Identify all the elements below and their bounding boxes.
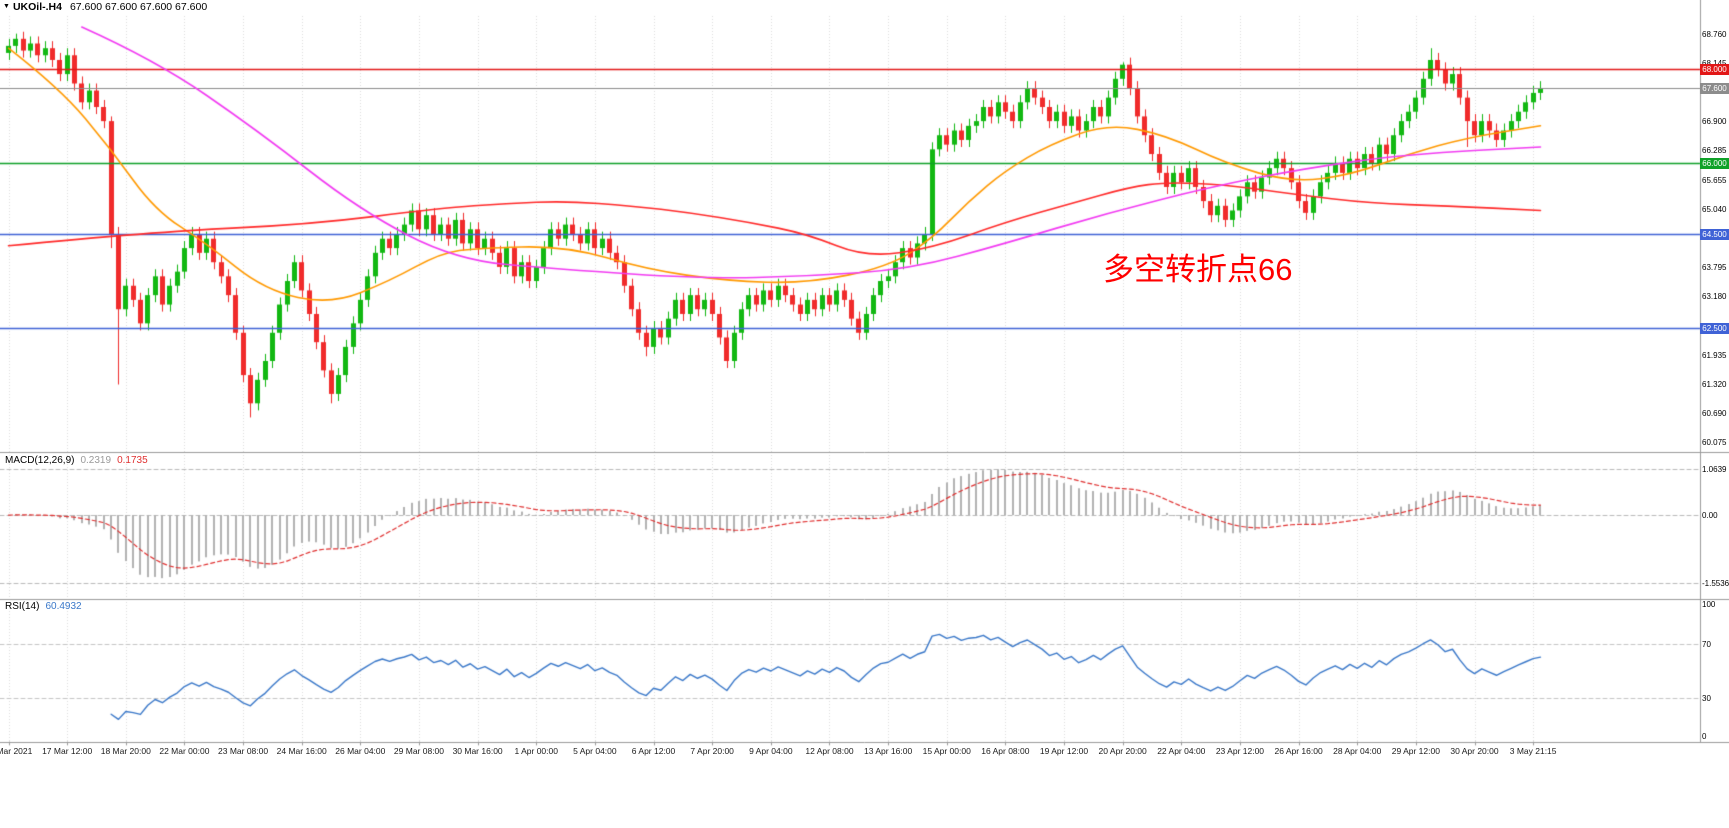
rsi-indicator-label: RSI(14) 60.4932	[5, 601, 82, 612]
macd-name: MACD(12,26,9)	[5, 455, 75, 466]
macd-scale-label: -1.5536	[1702, 579, 1729, 589]
time-tick-label: 26 Apr 16:00	[1274, 746, 1323, 756]
time-tick-label: 9 Apr 04:00	[749, 746, 793, 756]
time-tick-label: 23 Apr 12:00	[1215, 746, 1265, 756]
time-tick-label: 15 Apr 00:00	[922, 746, 971, 756]
rsi-scale-label: 100	[1702, 600, 1716, 609]
price-tick-label: 65.040	[1702, 204, 1727, 214]
price-level-badge: 62.500	[1700, 322, 1729, 334]
rsi-scale-label: 0	[1702, 732, 1707, 741]
time-tick-label: 20 Apr 20:00	[1098, 746, 1147, 756]
price-tick-label: 65.655	[1702, 175, 1727, 185]
rsi-scale-label: 70	[1702, 640, 1711, 650]
time-tick-label: 18 Mar 20:00	[100, 746, 151, 756]
macd-scale-label: 0.00	[1702, 511, 1718, 521]
time-tick-label: 22 Mar 00:00	[159, 746, 210, 756]
rsi-scale-label: 30	[1702, 693, 1711, 703]
price-tick-label: 66.285	[1702, 146, 1727, 156]
macd-signal-value: 0.1735	[117, 455, 148, 466]
time-tick-label: 24 Mar 16:00	[276, 746, 327, 756]
time-tick-label: 3 May 21:15	[1509, 746, 1557, 756]
rsi-value: 60.4932	[45, 601, 82, 612]
time-tick-label: 1 Apr 00:00	[514, 746, 558, 756]
time-tick-label: 16 Mar 2021	[0, 746, 33, 756]
chart-title: ▼ UKOil-.H4 67.600 67.600 67.600 67.600	[3, 1, 207, 13]
price-tick-label: 68.145	[1702, 59, 1726, 68]
time-tick-label: 13 Apr 16:00	[863, 746, 913, 756]
time-tick-label: 29 Apr 12:00	[1391, 746, 1440, 756]
time-tick-label: 26 Mar 04:00	[335, 746, 386, 756]
dropdown-triangle-icon[interactable]: ▼	[3, 3, 10, 10]
price-tick-label: 63.795	[1702, 263, 1727, 273]
macd-main-value: 0.2319	[80, 455, 112, 466]
price-level-badge: 67.600	[1700, 82, 1729, 94]
price-tick-label: 63.180	[1702, 292, 1727, 302]
time-tick-label: 30 Mar 16:00	[452, 746, 503, 756]
price-tick-label: 61.935	[1702, 350, 1727, 360]
time-tick-label: 16 Apr 08:00	[981, 746, 1030, 756]
price-level-badge: 68.000	[1700, 63, 1729, 75]
time-tick-label: 30 Apr 20:00	[1450, 746, 1499, 756]
macd-scale-label: 1.0639	[1702, 464, 1727, 474]
time-tick-label: 6 Apr 12:00	[631, 746, 676, 756]
time-tick-label: 23 Mar 08:00	[218, 746, 269, 756]
time-tick-label: 19 Apr 12:00	[1039, 746, 1089, 756]
time-tick-label: 29 Mar 08:00	[393, 746, 445, 756]
rsi-name: RSI(14)	[5, 601, 40, 612]
symbol-timeframe-label: UKOil-.H4	[12, 1, 62, 13]
time-tick-label: 5 Apr 04:00	[573, 746, 617, 756]
price-level-badge: 64.500	[1700, 228, 1729, 240]
time-tick-label: 22 Apr 04:00	[1157, 746, 1206, 756]
ohlc-values: 67.600 67.600 67.600 67.600	[69, 1, 208, 13]
time-tick-label: 28 Apr 04:00	[1333, 746, 1382, 756]
price-tick-label: 68.760	[1702, 29, 1727, 39]
time-tick-label: 12 Apr 08:00	[805, 746, 854, 756]
price-tick-label: 60.075	[1702, 438, 1727, 448]
macd-indicator-label: MACD(12,26,9) 0.2319 0.1735	[5, 455, 148, 466]
price-tick-label: 61.320	[1702, 379, 1727, 389]
price-level-badge: 66.000	[1700, 157, 1729, 169]
time-tick-label: 7 Apr 20:00	[690, 746, 734, 756]
price-tick-label: 60.690	[1702, 409, 1727, 419]
price-tick-label: 66.900	[1702, 117, 1727, 127]
time-tick-label: 17 Mar 12:00	[42, 746, 93, 756]
